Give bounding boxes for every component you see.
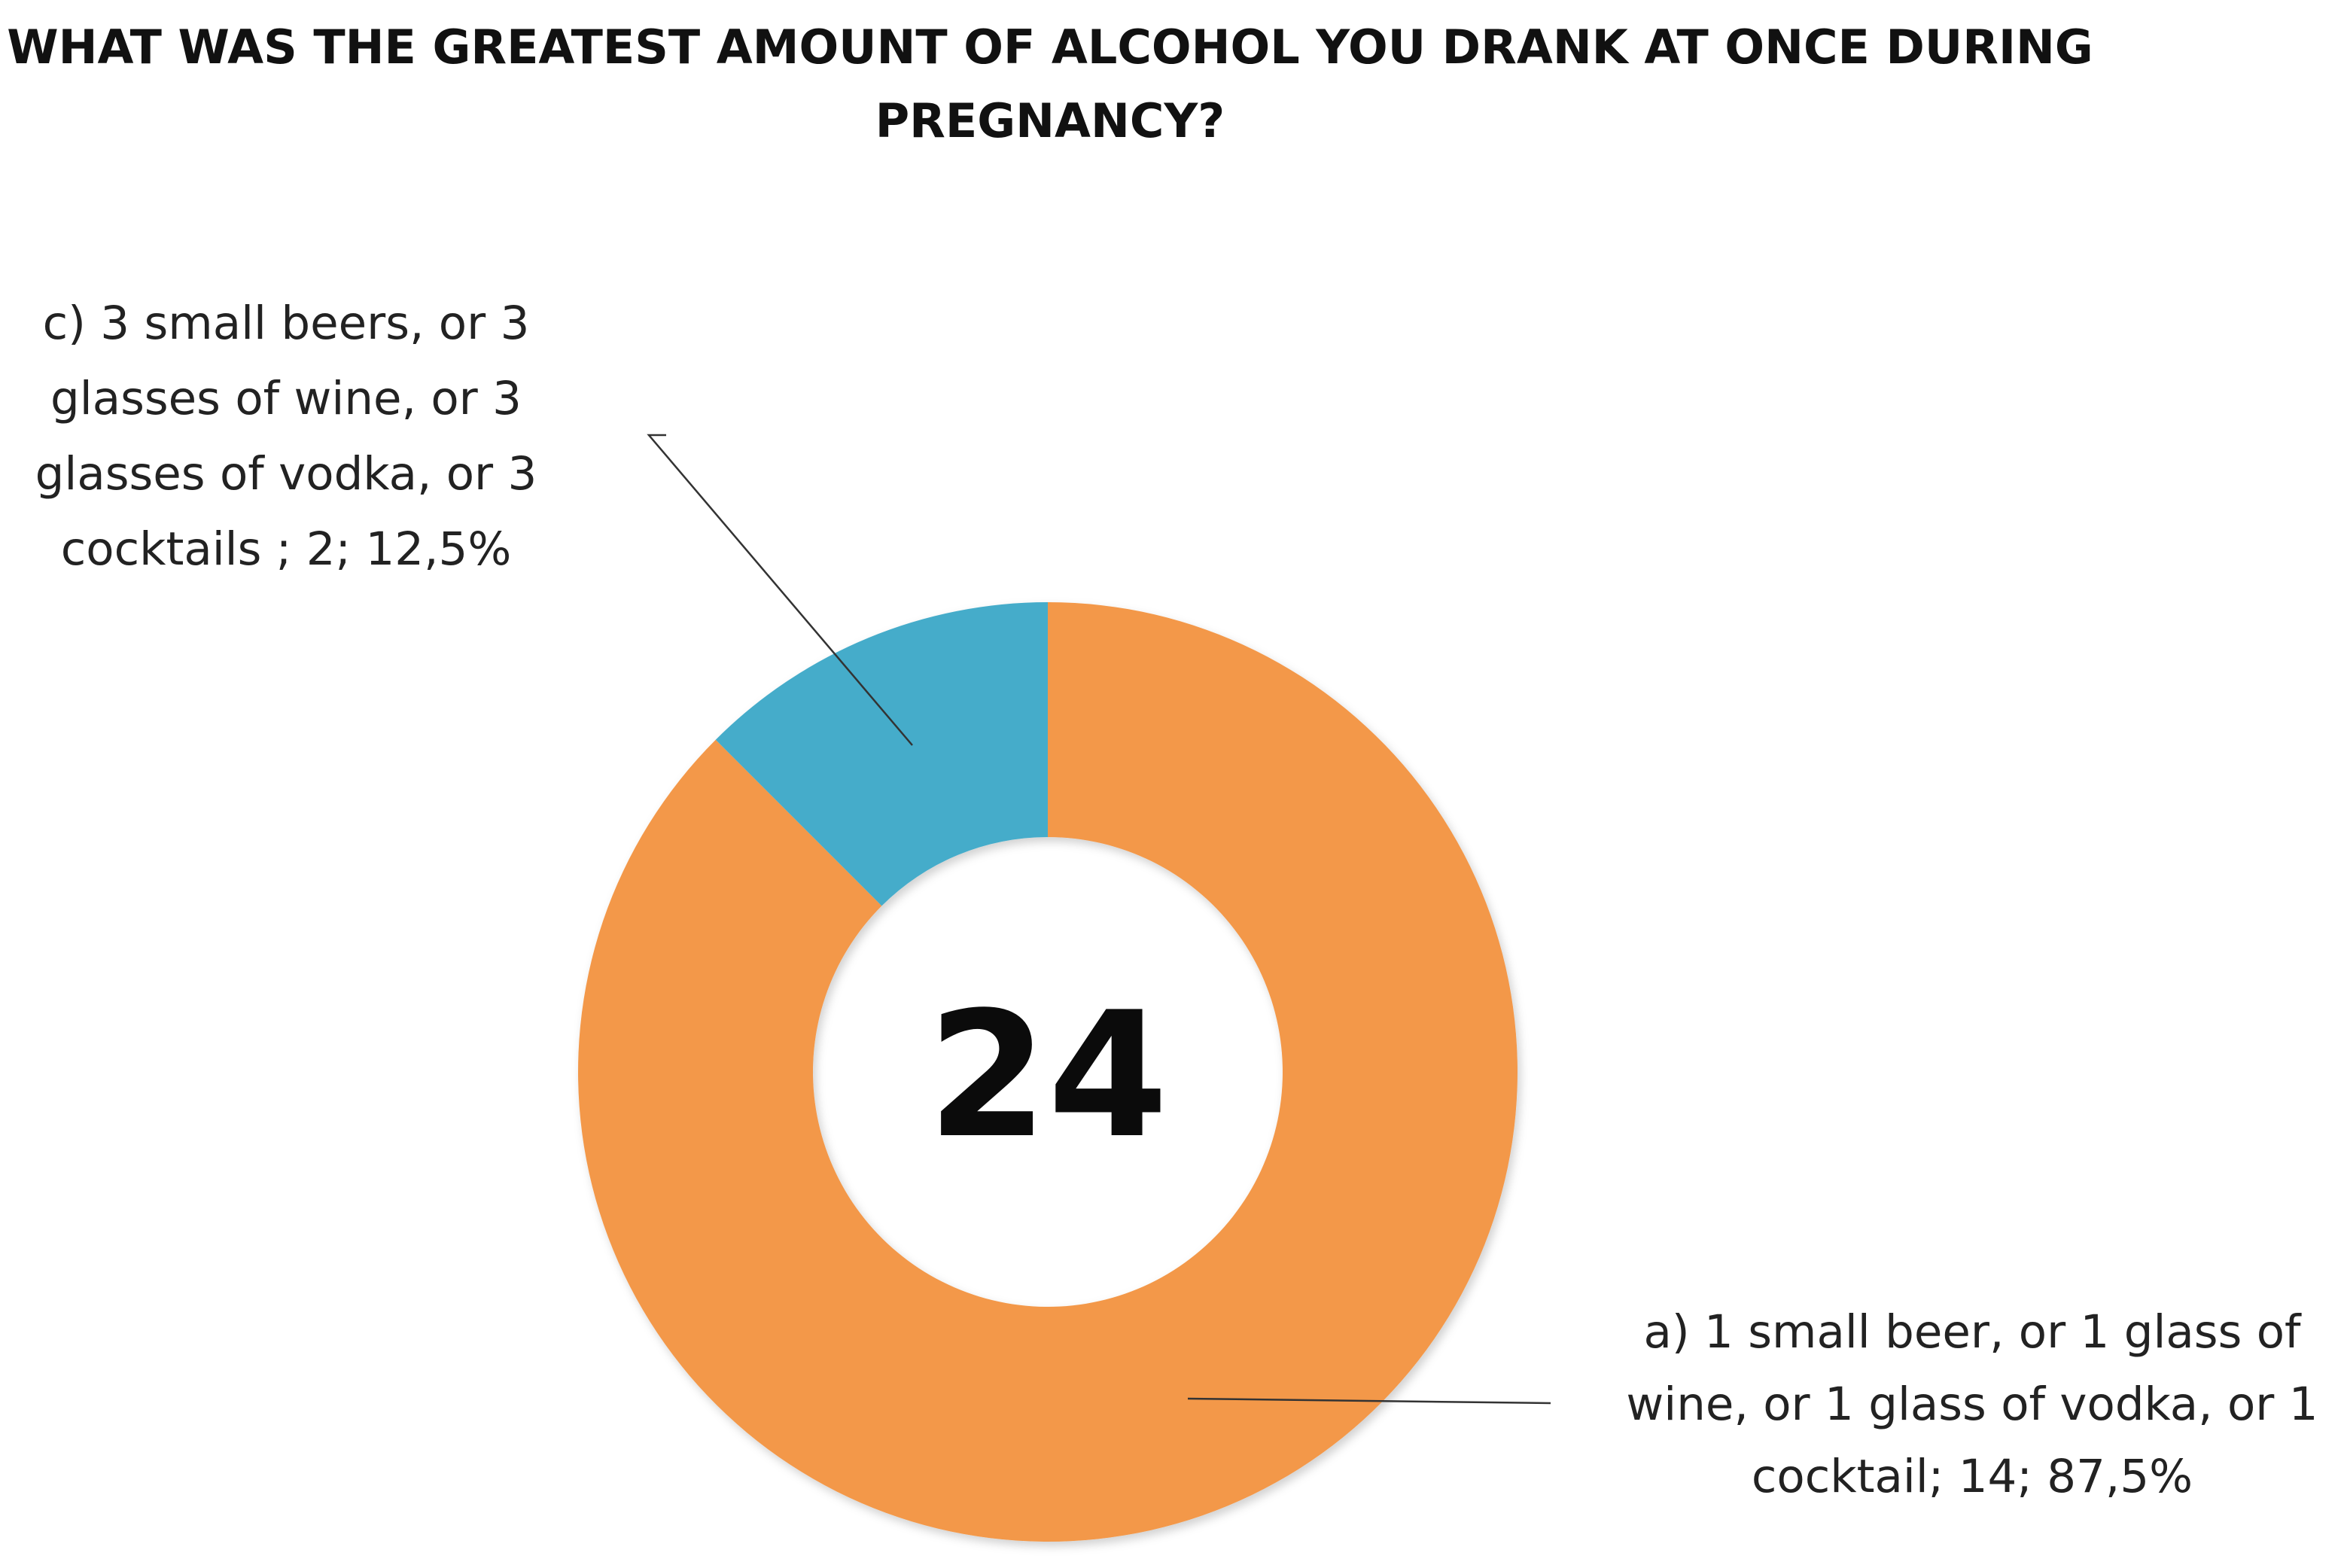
center-total-label: 24: [927, 976, 1168, 1177]
donut-slices: [577, 602, 1517, 1542]
data-label-line: a) 1 small beer, or 1 glass of: [1643, 1305, 2302, 1359]
data-label: a) 1 small beer, or 1 glass of wine, or 1…: [1626, 1305, 2318, 1503]
data-label: c) 3 small beers, or 3 glasses of wine, o…: [35, 297, 537, 576]
data-label-line: glasses of vodka, or 3: [35, 447, 537, 501]
leader-line: [1187, 1397, 1551, 1405]
data-label-line: glasses of wine, or 3: [50, 372, 522, 425]
leader-line: [647, 434, 913, 746]
data-labels: a) 1 small beer, or 1 glass of wine, or 1…: [35, 297, 2318, 1503]
data-label-line: cocktail; 14; 87,5%: [1752, 1450, 2193, 1503]
chart-title: WHAT WAS THE GREATEST AMOUNT OF ALCOHOL …: [7, 20, 2093, 148]
leader-lines: [647, 434, 1551, 1405]
data-label-line: c) 3 small beers, or 3: [43, 297, 530, 350]
donut-slice: [715, 602, 1048, 906]
data-label-line: cocktails ; 2; 12,5%: [61, 522, 512, 576]
data-label-line: wine, or 1 glass of vodka, or 1: [1626, 1378, 2318, 1431]
